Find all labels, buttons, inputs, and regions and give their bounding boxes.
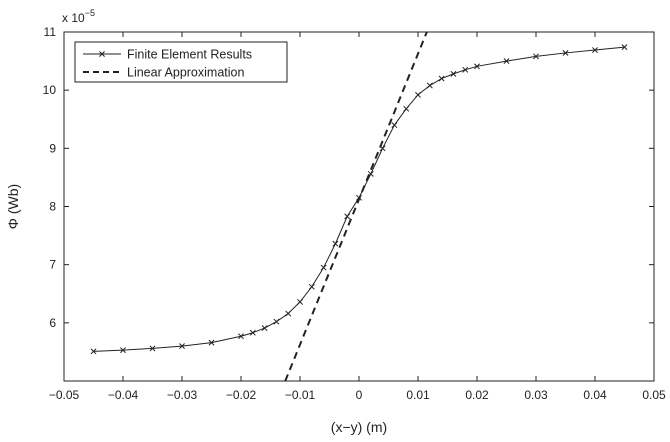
x-tick-label: 0.01: [406, 388, 430, 402]
legend-label-finite-element: Finite Element Results: [127, 48, 252, 62]
data-point: [261, 325, 268, 332]
legend-entry-linear-approximation: Linear Approximation: [83, 66, 244, 80]
data-point: [592, 47, 598, 53]
data-point: [249, 329, 256, 336]
data-point: [90, 348, 97, 355]
x-tick-label: −0.02: [226, 388, 257, 402]
data-point: [438, 75, 445, 82]
data-point: [332, 240, 339, 247]
series-layer: [90, 32, 628, 381]
data-point: [320, 264, 327, 271]
y-tick-label: 6: [49, 316, 56, 330]
data-point: [403, 105, 410, 112]
data-point: [426, 82, 433, 89]
data-point: [562, 49, 569, 56]
data-point: [503, 58, 510, 65]
x-axis: −0.05 −0.04 −0.03 −0.02 −0.01 0 0.01 0.02 0.03 0.…: [49, 32, 666, 402]
legend: Finite Element Results Linear Approximat…: [74, 41, 288, 83]
plot-area: [63, 31, 655, 382]
data-point: [273, 318, 280, 325]
y-multiplier-exponent: −5: [85, 8, 95, 18]
y-tick-label: 9: [49, 141, 56, 155]
y-axis-multiplier: x 10−5: [62, 8, 95, 25]
data-point: [391, 122, 398, 129]
data-point: [208, 339, 215, 346]
data-point: [297, 298, 303, 305]
y-tick-label: 7: [49, 258, 56, 272]
x-tick-label: 0.03: [524, 388, 548, 402]
y-axis-label: Φ (Wb): [5, 184, 21, 229]
x-axis-label: (x−y) (m): [331, 419, 387, 435]
data-point: [533, 53, 539, 60]
x-tick-label: −0.01: [285, 388, 316, 402]
y-tick-label: 10: [43, 83, 57, 97]
x-tick-label: −0.04: [108, 388, 139, 402]
data-point: [285, 310, 292, 317]
data-point: [344, 213, 351, 220]
legend-label-linear-approximation: Linear Approximation: [127, 66, 244, 80]
data-point: [462, 66, 469, 73]
legend-marker-finite-element: [99, 51, 105, 57]
x-tick-label: −0.05: [49, 388, 80, 402]
data-point: [474, 63, 480, 70]
data-point: [415, 91, 421, 98]
x-tick-label: 0.05: [642, 388, 666, 402]
data-point: [149, 345, 156, 352]
legend-entry-finite-element: Finite Element Results: [83, 48, 252, 62]
y-tick-label: 11: [44, 25, 57, 39]
y-multiplier-base: x 10: [62, 11, 85, 25]
x-tick-label: 0.02: [465, 388, 489, 402]
data-point: [621, 44, 628, 51]
x-tick-label: 0: [356, 388, 363, 402]
data-point: [238, 333, 244, 340]
x-tick-label: −0.03: [167, 388, 198, 402]
x-tick-label: 0.04: [583, 388, 607, 402]
y-tick-label: 8: [49, 200, 56, 214]
data-point: [179, 343, 185, 350]
data-point: [450, 70, 457, 77]
data-point: [308, 283, 315, 290]
axes-frame: [63, 31, 655, 382]
series-line-linear-approximation: [284, 32, 428, 381]
legend-box: [74, 41, 288, 83]
data-point: [120, 347, 126, 354]
y-axis: 6 7 8 9 10 11: [43, 25, 654, 330]
